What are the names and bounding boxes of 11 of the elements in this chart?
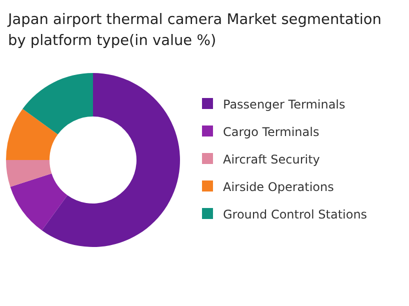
donut-slice	[22, 73, 93, 134]
legend-label: Ground Control Stations	[223, 208, 368, 222]
donut-slice	[6, 108, 58, 160]
legend-label: Aircraft Security	[223, 152, 320, 166]
legend-label: Passenger Terminals	[223, 98, 346, 112]
legend-label: Cargo Terminals	[223, 125, 320, 139]
donut-slice	[10, 173, 68, 230]
donut-slice	[6, 160, 52, 187]
chart-title: Japan airport thermal camera Market segmentation by platform type(in value %)	[7, 12, 382, 49]
legend-label: Airside Operations	[223, 180, 334, 194]
donut-slice	[42, 73, 180, 247]
